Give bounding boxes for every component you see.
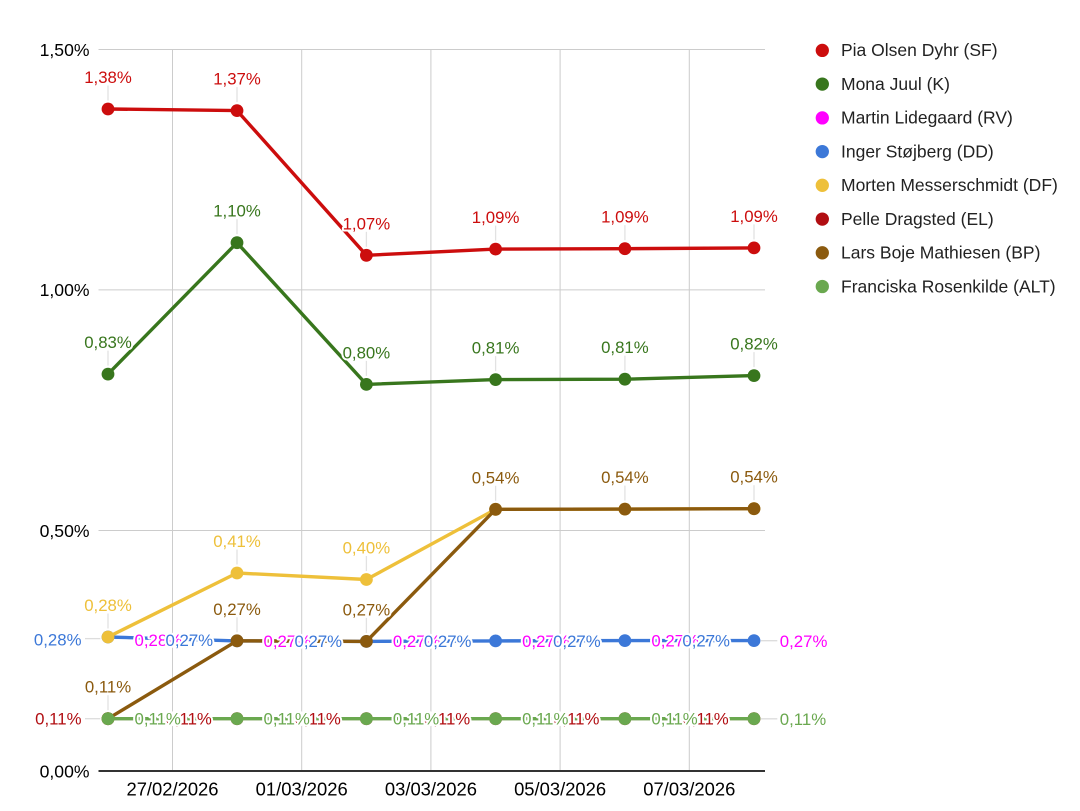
svg-text:0,50%: 0,50% — [40, 521, 90, 541]
svg-text:Mona Juul (K): Mona Juul (K) — [841, 74, 950, 94]
svg-text:1,10%: 1,10% — [213, 202, 261, 221]
svg-text:1,00%: 1,00% — [40, 280, 90, 300]
svg-text:0,27%: 0,27% — [682, 632, 730, 651]
svg-text:27/02/2026: 27/02/2026 — [126, 779, 218, 800]
svg-text:0,11%: 0,11% — [135, 710, 181, 729]
svg-text:0,82%: 0,82% — [730, 335, 778, 354]
svg-text:Pia Olsen Dyhr (SF): Pia Olsen Dyhr (SF) — [841, 40, 998, 60]
svg-text:1,07%: 1,07% — [343, 214, 391, 233]
svg-text:Lars Boje Mathiesen (BP): Lars Boje Mathiesen (BP) — [841, 243, 1040, 263]
svg-text:1,09%: 1,09% — [601, 208, 649, 227]
svg-text:Martin Lidegaard (RV): Martin Lidegaard (RV) — [841, 108, 1013, 128]
svg-text:0,27%: 0,27% — [651, 632, 699, 651]
svg-text:Inger Støjberg (DD): Inger Støjberg (DD) — [841, 141, 994, 161]
svg-text:1,09%: 1,09% — [730, 207, 778, 226]
svg-text:0,11%: 0,11% — [682, 710, 728, 729]
svg-text:0,11%: 0,11% — [166, 710, 212, 729]
svg-text:1,37%: 1,37% — [213, 70, 261, 89]
svg-text:1,50%: 1,50% — [40, 40, 90, 60]
svg-text:0,54%: 0,54% — [730, 468, 778, 487]
svg-text:0,11%: 0,11% — [424, 710, 470, 729]
svg-text:0,54%: 0,54% — [601, 468, 649, 487]
svg-text:0,27%: 0,27% — [213, 600, 261, 619]
svg-text:1,38%: 1,38% — [84, 68, 132, 87]
svg-text:0,11%: 0,11% — [393, 710, 439, 729]
svg-text:01/03/2026: 01/03/2026 — [256, 779, 348, 800]
svg-text:0,11%: 0,11% — [35, 710, 81, 729]
svg-text:0,27%: 0,27% — [553, 632, 601, 651]
svg-text:0,00%: 0,00% — [40, 761, 90, 781]
svg-text:1,09%: 1,09% — [472, 208, 520, 227]
svg-text:0,41%: 0,41% — [213, 532, 261, 551]
svg-text:0,27%: 0,27% — [343, 600, 391, 619]
svg-text:0,81%: 0,81% — [472, 339, 520, 358]
svg-text:07/03/2026: 07/03/2026 — [643, 779, 735, 800]
svg-text:Pelle Dragsted (EL): Pelle Dragsted (EL) — [841, 209, 994, 229]
svg-text:0,11%: 0,11% — [651, 710, 697, 729]
svg-text:0,11%: 0,11% — [264, 710, 310, 729]
svg-text:05/03/2026: 05/03/2026 — [514, 779, 606, 800]
svg-text:0,27%: 0,27% — [166, 631, 214, 650]
svg-text:0,11%: 0,11% — [295, 710, 341, 729]
svg-text:0,11%: 0,11% — [522, 710, 568, 729]
svg-text:0,27%: 0,27% — [264, 632, 312, 651]
svg-text:0,81%: 0,81% — [601, 338, 649, 357]
svg-text:0,11%: 0,11% — [85, 678, 131, 697]
svg-text:0,27%: 0,27% — [424, 632, 472, 651]
svg-text:Morten Messerschmidt (DF): Morten Messerschmidt (DF) — [841, 175, 1058, 195]
svg-text:0,83%: 0,83% — [84, 333, 132, 352]
svg-text:0,27%: 0,27% — [522, 632, 570, 651]
svg-text:0,27%: 0,27% — [393, 632, 441, 651]
svg-text:0,80%: 0,80% — [343, 343, 391, 362]
svg-text:0,11%: 0,11% — [780, 710, 826, 729]
svg-text:0,11%: 0,11% — [553, 710, 599, 729]
svg-text:0,40%: 0,40% — [343, 539, 391, 558]
svg-text:0,27%: 0,27% — [780, 632, 828, 651]
svg-text:Franciska Rosenkilde (ALT): Franciska Rosenkilde (ALT) — [841, 276, 1056, 296]
svg-text:03/03/2026: 03/03/2026 — [385, 779, 477, 800]
svg-text:0,28%: 0,28% — [84, 596, 132, 615]
svg-text:0,28%: 0,28% — [135, 631, 183, 650]
svg-text:0,54%: 0,54% — [472, 468, 520, 487]
svg-text:0,27%: 0,27% — [295, 632, 343, 651]
svg-text:0,28%: 0,28% — [34, 631, 82, 650]
